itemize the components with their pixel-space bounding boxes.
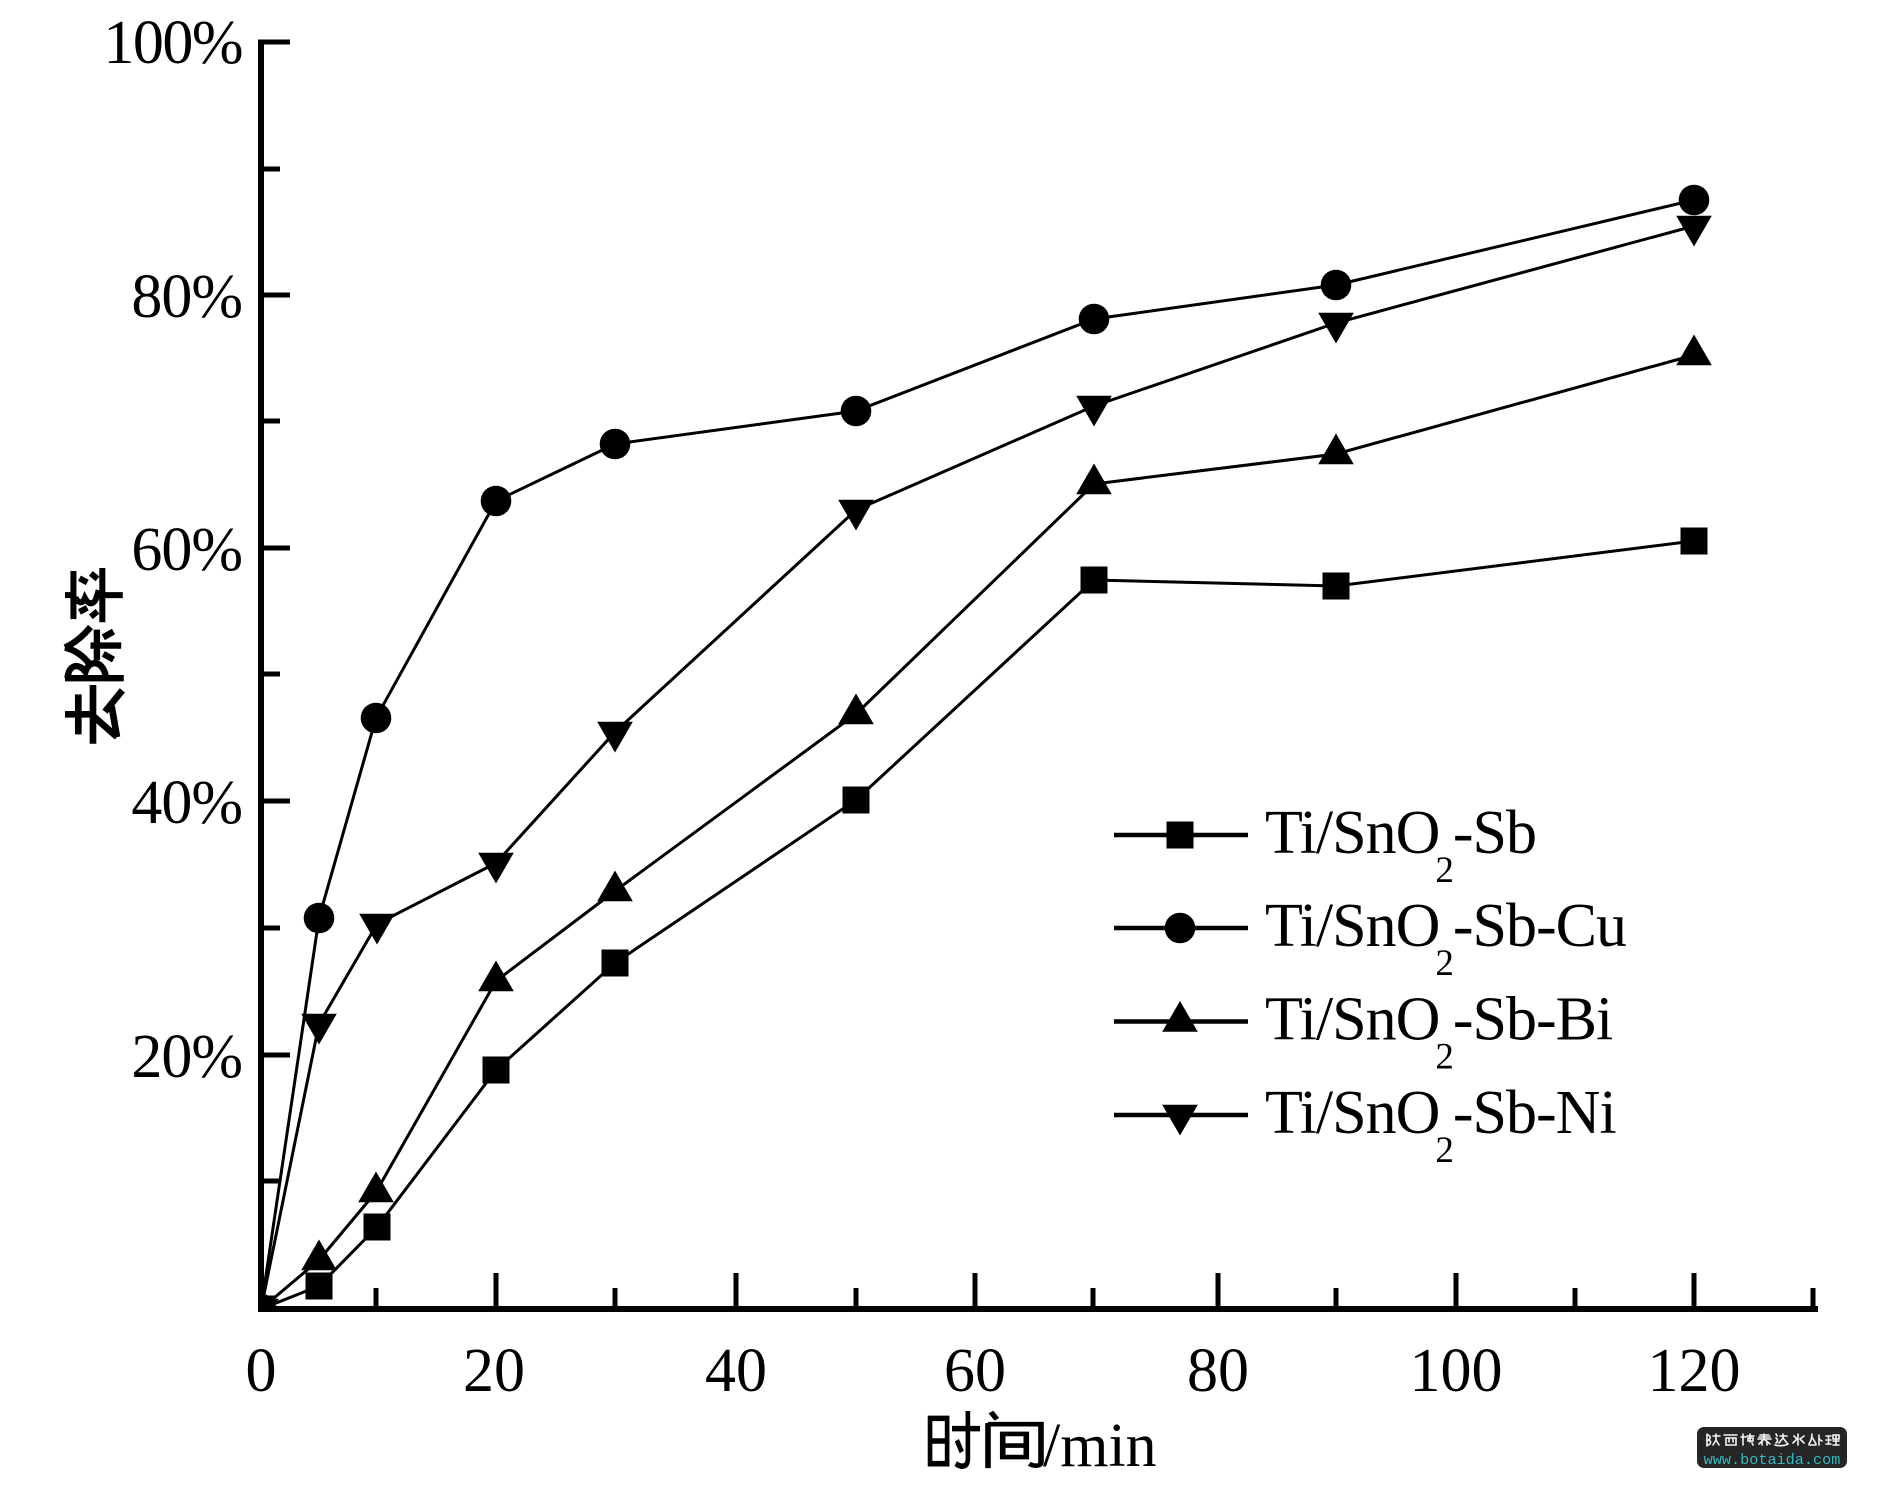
- svg-text:0: 0: [246, 1337, 277, 1405]
- svg-text:40%: 40%: [131, 769, 242, 837]
- svg-text:80%: 80%: [131, 263, 242, 331]
- svg-text:20: 20: [463, 1337, 525, 1405]
- svg-text:100: 100: [1410, 1337, 1503, 1405]
- svg-text:www.botaida.com: www.botaida.com: [1704, 1451, 1841, 1469]
- svg-text:80: 80: [1187, 1337, 1249, 1405]
- svg-text:60: 60: [944, 1337, 1006, 1405]
- svg-text:120: 120: [1648, 1337, 1741, 1405]
- svg-text:100%: 100%: [103, 9, 242, 77]
- svg-text:/min: /min: [1043, 1412, 1157, 1480]
- svg-text:40: 40: [705, 1337, 767, 1405]
- svg-text:20%: 20%: [131, 1023, 242, 1091]
- svg-text:60%: 60%: [131, 516, 242, 584]
